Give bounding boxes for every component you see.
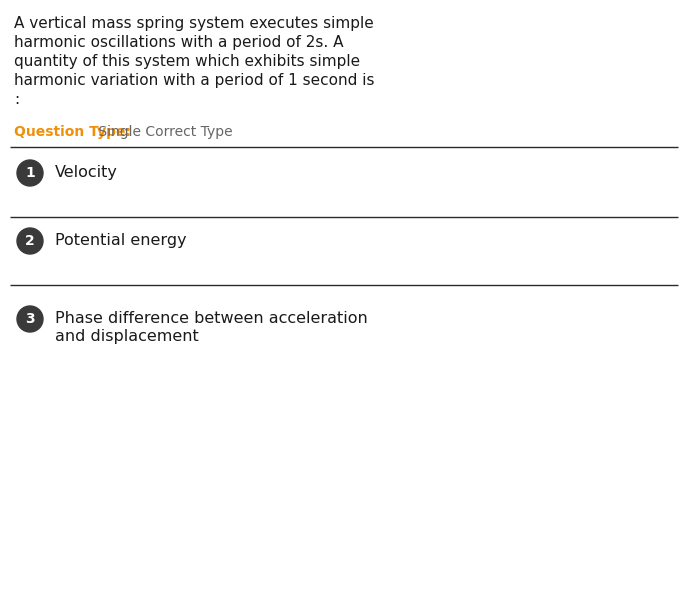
- Text: harmonic variation with a period of 1 second is: harmonic variation with a period of 1 se…: [14, 73, 374, 88]
- Text: Velocity: Velocity: [55, 165, 118, 180]
- Circle shape: [17, 306, 43, 332]
- Text: 2: 2: [25, 234, 35, 248]
- Circle shape: [17, 160, 43, 186]
- Text: and displacement: and displacement: [55, 329, 199, 344]
- Text: Single Correct Type: Single Correct Type: [94, 125, 233, 139]
- Circle shape: [17, 228, 43, 254]
- Text: A vertical mass spring system executes simple: A vertical mass spring system executes s…: [14, 16, 374, 31]
- Text: harmonic oscillations with a period of 2s. A: harmonic oscillations with a period of 2…: [14, 35, 343, 50]
- Text: 1: 1: [25, 166, 35, 180]
- Text: Potential energy: Potential energy: [55, 233, 186, 248]
- Text: :: :: [14, 92, 19, 107]
- Text: quantity of this system which exhibits simple: quantity of this system which exhibits s…: [14, 54, 360, 69]
- Text: Question Type:: Question Type:: [14, 125, 131, 139]
- Text: Phase difference between acceleration: Phase difference between acceleration: [55, 311, 368, 326]
- Text: 3: 3: [25, 312, 35, 326]
